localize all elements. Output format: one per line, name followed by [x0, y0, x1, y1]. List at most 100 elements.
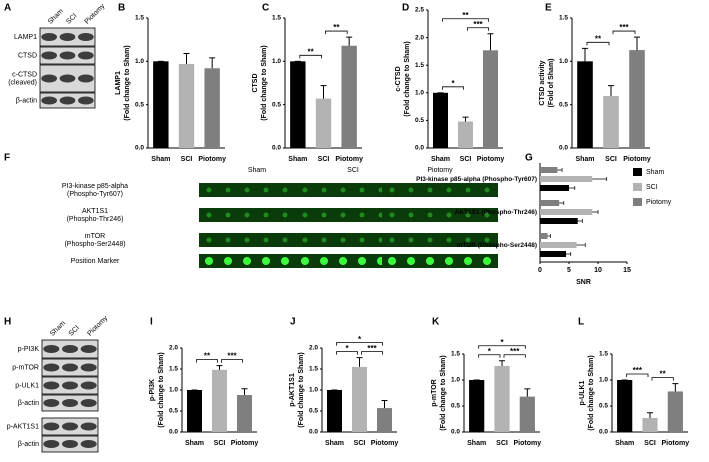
y-axis-label: p-mTOR	[431, 379, 438, 406]
panel-label: H	[4, 317, 11, 328]
array-spot	[206, 212, 212, 218]
row-label: β-actin	[18, 400, 39, 407]
y-tick-label: 0.0	[169, 429, 178, 436]
significance-label: **	[595, 34, 602, 43]
y-tick-label: 1.0	[169, 387, 178, 394]
panel-label: K	[432, 317, 440, 328]
significance-label: *	[500, 338, 504, 347]
array-spot	[225, 212, 231, 218]
x-tick-label: Sham	[325, 440, 344, 447]
array-spot	[407, 257, 415, 265]
array-spot	[206, 237, 212, 243]
array-block	[382, 233, 498, 247]
array-spot	[408, 237, 414, 243]
bar	[540, 218, 578, 224]
x-tick-label: Sham	[431, 156, 450, 163]
y-tick-label: 0.5	[135, 101, 144, 108]
lane-label: Sham	[49, 320, 67, 338]
y-tick-label: 0.0	[309, 429, 318, 436]
y-axis-label: p-ULK1	[579, 380, 586, 405]
legend-swatch	[633, 198, 642, 206]
bar	[341, 45, 357, 148]
array-spot	[282, 187, 288, 193]
error-bar	[499, 360, 505, 366]
significance-bracket	[221, 359, 243, 363]
bar	[540, 185, 569, 191]
significance-label: ***	[633, 366, 643, 375]
y-tick-label: 0.5	[309, 408, 318, 415]
bar	[540, 242, 577, 248]
significance-label: ***	[227, 352, 237, 361]
error-bar	[592, 210, 599, 214]
significance-bracket	[361, 351, 383, 355]
array-spot	[465, 187, 471, 193]
blot-band	[43, 399, 60, 407]
bar	[187, 390, 202, 432]
array-spot	[340, 212, 346, 218]
blot-band	[43, 345, 60, 353]
legend-label: Sham	[646, 169, 664, 176]
y-tick-label: 0.0	[415, 145, 424, 152]
y-tick-label: 0.0	[599, 429, 608, 436]
blot-band	[43, 363, 60, 372]
array-spot	[206, 187, 212, 193]
y-tick-label: 1.5	[599, 351, 608, 358]
array-spot	[263, 237, 269, 243]
panel-label: I	[150, 317, 153, 328]
blot-band	[43, 422, 60, 431]
row-label: p-PI3K	[18, 346, 40, 353]
lane-label: Sham	[47, 8, 65, 26]
bar	[352, 366, 367, 432]
error-bar	[356, 357, 363, 367]
row-label: c-CTSD	[12, 71, 37, 78]
x-tick-label: Piotomy	[623, 156, 651, 163]
bar	[327, 390, 342, 432]
row-label: (Phospho-Ser2448)	[64, 241, 125, 248]
array-spot	[244, 212, 250, 218]
x-tick-label: Piotomy	[231, 440, 259, 447]
lane-label: SCI	[68, 324, 81, 337]
array-spot	[320, 257, 328, 265]
error-bar	[566, 252, 572, 256]
error-bar	[320, 85, 327, 99]
array-spot	[244, 237, 250, 243]
x-tick-label: Sham	[185, 440, 204, 447]
array-spot	[302, 187, 308, 193]
row-label: AKT1S1	[82, 208, 108, 215]
blot-band	[80, 440, 97, 448]
bar	[540, 176, 593, 182]
array-spot	[359, 212, 365, 218]
significance-bracket	[196, 359, 218, 363]
y-tick-label: 2.5	[415, 7, 424, 14]
significance-bracket	[299, 54, 322, 59]
y-tick-label: 0.5	[451, 403, 460, 410]
significance-bracket	[586, 41, 610, 46]
y-tick-label: mTOR (Phospho-Ser2448)	[457, 242, 537, 249]
blot-band	[41, 74, 58, 83]
significance-bracket	[336, 342, 383, 346]
y-tick-label: 1.5	[272, 15, 281, 22]
significance-label: *	[358, 335, 362, 344]
bar	[603, 96, 619, 148]
y-tick-label: 2.0	[309, 345, 318, 352]
error-bar	[634, 36, 640, 51]
blot-band	[77, 33, 94, 41]
significance-bracket	[442, 86, 464, 90]
array-spot	[427, 212, 433, 218]
bar	[290, 61, 306, 149]
row-label: p-mTOR	[12, 364, 39, 371]
bar	[629, 50, 645, 148]
x-tick-label: Piotomy	[335, 156, 363, 163]
bar	[540, 251, 567, 257]
blot-band	[41, 51, 58, 60]
error-bar	[209, 57, 216, 69]
blot-band	[62, 422, 78, 431]
error-bar	[462, 116, 469, 122]
array-spot	[282, 212, 288, 218]
y-axis-label: p-AKT1S1	[289, 373, 296, 407]
error-bar	[557, 168, 563, 172]
array-spot	[465, 237, 471, 243]
column-label: Sham	[248, 167, 266, 174]
error-bar	[381, 400, 388, 409]
array-block	[382, 208, 498, 222]
